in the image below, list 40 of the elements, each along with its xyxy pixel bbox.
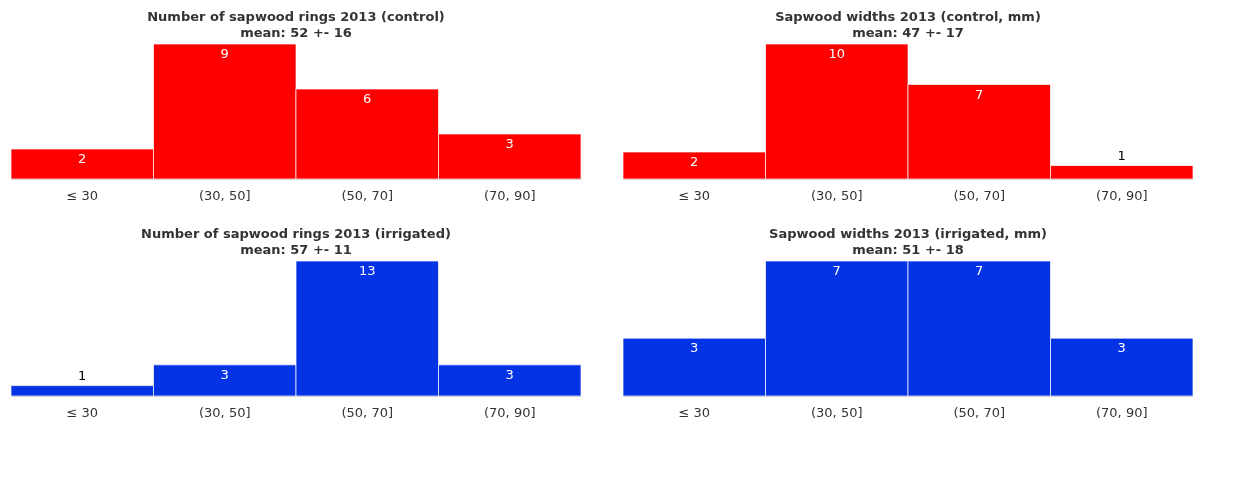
chart-subtitle: mean: 51 +- 18 — [852, 241, 964, 257]
x-tick-label: (70, 90] — [1096, 187, 1148, 203]
data-label: 2 — [78, 151, 87, 166]
chart-subtitle: mean: 52 +- 16 — [240, 24, 352, 40]
x-tick-label: ≤ 30 — [678, 404, 711, 420]
x-tick-label: ≤ 30 — [66, 404, 99, 420]
chart-title: Number of sapwood rings 2013 (control) — [147, 8, 445, 24]
x-tick-label: (50, 70] — [341, 404, 393, 420]
chart-title: Number of sapwood rings 2013 (irrigated) — [141, 225, 451, 241]
data-label: 7 — [975, 86, 984, 102]
data-label: 7 — [975, 263, 984, 278]
chart-subtitle: mean: 47 +- 17 — [852, 24, 964, 40]
data-label: 3 — [690, 340, 699, 356]
x-tick-label: (30, 50] — [811, 187, 863, 203]
data-label: 13 — [358, 263, 376, 278]
chart-title: Sapwood widths 2013 (irrigated, mm) — [769, 225, 1047, 241]
x-tick-label: (30, 50] — [811, 404, 863, 420]
x-tick-label: (70, 90] — [484, 187, 536, 203]
x-tick-label: (50, 70] — [953, 187, 1005, 203]
data-label: 9 — [220, 46, 229, 61]
data-label: 10 — [828, 46, 846, 61]
data-label: 3 — [505, 136, 514, 151]
x-tick-label: (30, 50] — [199, 404, 251, 420]
data-label: 3 — [505, 366, 514, 382]
data-label: 1 — [78, 367, 87, 383]
data-label: 2 — [690, 154, 699, 169]
data-label: 3 — [1117, 340, 1126, 356]
data-label: 3 — [220, 366, 229, 382]
x-tick-label: ≤ 30 — [678, 187, 711, 203]
x-tick-label: (50, 70] — [953, 404, 1005, 420]
x-tick-label: (70, 90] — [1096, 404, 1148, 420]
data-label: 1 — [1117, 147, 1126, 163]
chart-title: Sapwood widths 2013 (control, mm) — [775, 8, 1041, 24]
chart-subtitle: mean: 57 +- 11 — [240, 241, 352, 257]
x-tick-label: (30, 50] — [199, 187, 251, 203]
x-tick-label: (50, 70] — [341, 187, 393, 203]
x-tick-label: (70, 90] — [484, 404, 536, 420]
data-label: 7 — [832, 263, 841, 278]
data-label: 6 — [363, 91, 372, 106]
x-tick-label: ≤ 30 — [66, 187, 99, 203]
